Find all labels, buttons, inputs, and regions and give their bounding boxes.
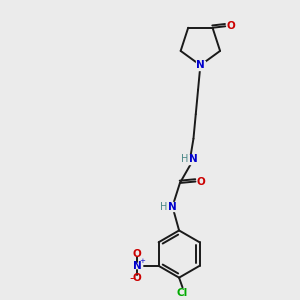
Bar: [161, 202, 177, 211]
Bar: [182, 155, 198, 164]
Text: Cl: Cl: [177, 288, 188, 298]
Text: H: H: [160, 202, 167, 212]
Text: O: O: [133, 249, 141, 259]
Bar: [196, 61, 205, 70]
Text: O: O: [196, 176, 205, 187]
Text: N: N: [196, 60, 205, 70]
Text: N: N: [168, 202, 177, 212]
Text: O: O: [133, 273, 141, 283]
Text: N: N: [189, 154, 198, 164]
Text: -: -: [130, 272, 134, 285]
Text: N: N: [133, 261, 141, 271]
Text: O: O: [226, 21, 235, 31]
Text: +: +: [139, 258, 145, 264]
Text: H: H: [181, 154, 188, 164]
